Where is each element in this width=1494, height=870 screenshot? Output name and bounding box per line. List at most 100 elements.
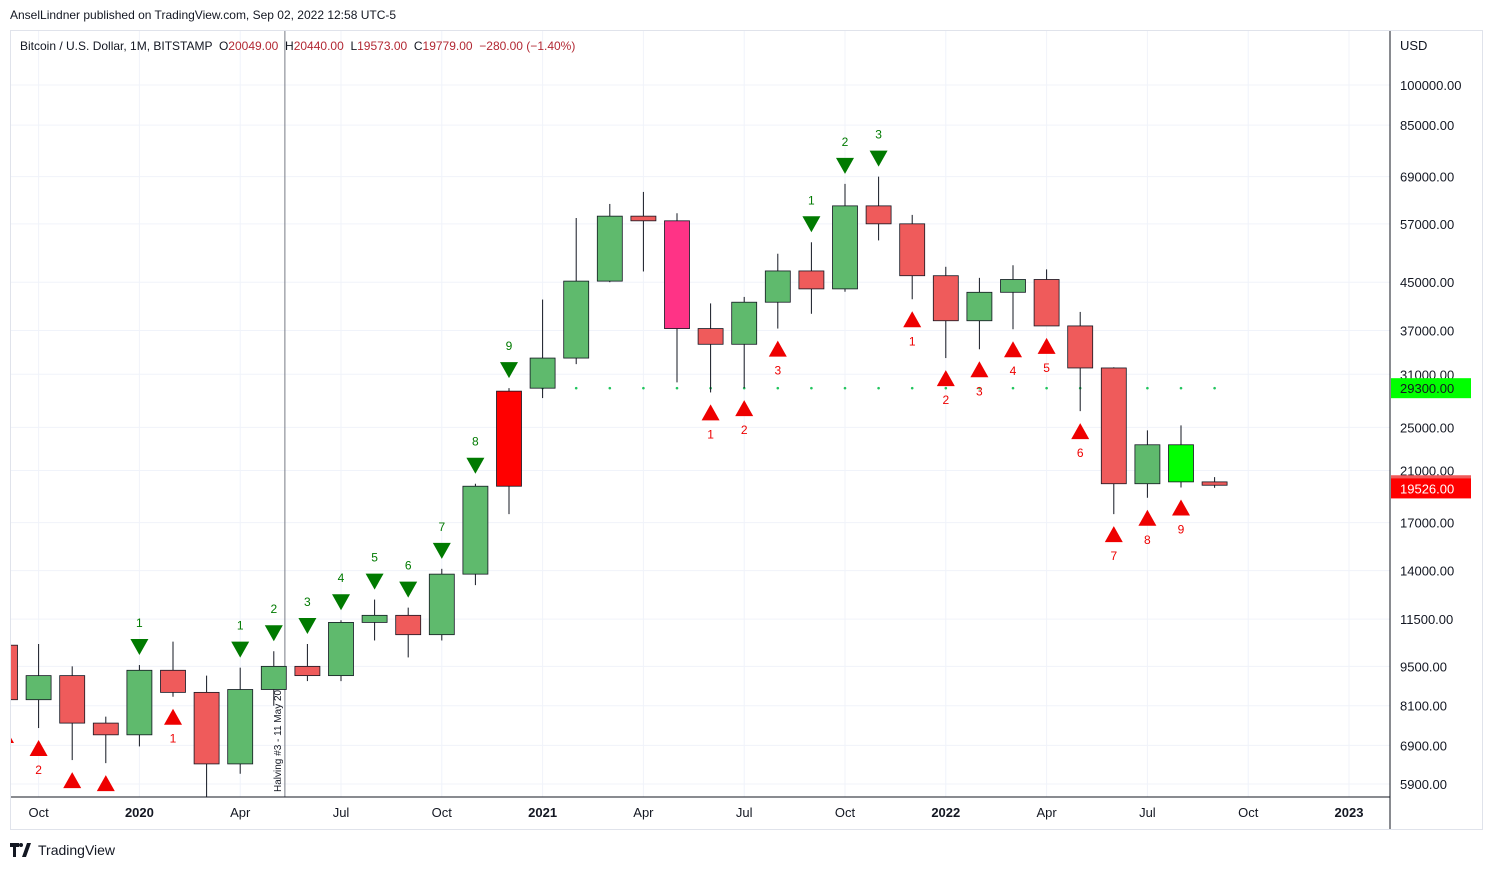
candle xyxy=(899,214,926,300)
buy-setup-count: 1 xyxy=(170,732,177,746)
y-tick-label: 45000.00 xyxy=(1400,275,1454,290)
buy-setup-marker: 3 xyxy=(768,340,787,378)
candle-body xyxy=(596,215,623,282)
resistance-dot xyxy=(1213,386,1216,390)
resistance-dot xyxy=(1011,386,1015,390)
buy-setup-marker xyxy=(63,772,82,789)
resistance-dot xyxy=(574,386,578,390)
candle-body xyxy=(11,644,18,701)
buy-setup-marker: 7 xyxy=(1104,526,1123,563)
candle xyxy=(59,666,86,761)
buy-setup-count: 2 xyxy=(35,763,42,777)
sell-triangle xyxy=(332,594,350,611)
x-tick-label: Jul xyxy=(736,805,753,820)
candle xyxy=(1000,265,1026,330)
currency-label: USD xyxy=(1400,38,1427,53)
resistance-dot xyxy=(1045,386,1048,390)
buy-setup-count: 1 xyxy=(707,427,714,441)
sell-setup-marker: 8 xyxy=(466,435,485,474)
candle xyxy=(1033,269,1060,327)
y-tick-label: 5900.00 xyxy=(1400,777,1447,792)
candle-body xyxy=(428,573,455,636)
halving-label: Halving #3 - 11 May 20 xyxy=(273,689,284,792)
buy-triangle xyxy=(936,370,955,387)
buy-setup-marker: 3 xyxy=(970,361,989,398)
buy-setup-marker xyxy=(11,737,14,744)
legend-high-label: H xyxy=(285,39,294,53)
resistance-dot xyxy=(642,386,645,390)
x-tick-label: Apr xyxy=(633,805,654,820)
sell-setup-count: 1 xyxy=(136,616,143,630)
candle xyxy=(563,218,590,365)
y-tick-label: 85000.00 xyxy=(1400,118,1454,133)
price-tag-label: 29300.00 xyxy=(1400,381,1454,396)
candle-body xyxy=(731,301,758,345)
sell-setup-marker: 6 xyxy=(399,559,418,598)
branding-text: TradingView xyxy=(38,842,116,858)
buy-setup-marker: 5 xyxy=(1037,337,1056,375)
sell-setup-marker: 2 xyxy=(264,602,283,642)
candle-body xyxy=(1168,444,1194,483)
candle xyxy=(664,213,690,383)
buy-triangle xyxy=(164,708,182,725)
sell-setup-marker: 1 xyxy=(802,193,821,233)
candle xyxy=(630,191,657,272)
y-tick-label: 14000.00 xyxy=(1400,564,1454,579)
buy-setup-count: 4 xyxy=(1010,364,1017,378)
candle-body xyxy=(92,722,119,736)
y-tick-label: 21000.00 xyxy=(1400,463,1454,478)
x-tick-label: Apr xyxy=(1036,805,1057,820)
sell-setup-count: 1 xyxy=(237,619,244,633)
buy-triangle xyxy=(1071,423,1090,440)
tradingview-branding[interactable]: TradingView xyxy=(10,842,115,858)
candle-body xyxy=(563,280,590,359)
sell-setup-count: 2 xyxy=(270,602,277,616)
candle-body xyxy=(126,669,153,736)
sell-setup-count: 7 xyxy=(438,520,445,534)
candle xyxy=(395,607,422,658)
y-tick-label: 25000.00 xyxy=(1400,420,1454,435)
y-tick-label: 9500.00 xyxy=(1400,659,1447,674)
candle xyxy=(260,651,287,706)
candle xyxy=(462,483,489,586)
buy-setup-count: 2 xyxy=(741,423,748,437)
candle-body xyxy=(25,675,52,701)
candle xyxy=(11,644,18,701)
buy-setup-marker: 2 xyxy=(735,400,754,437)
legend-change: −280.00 (−1.40%) xyxy=(479,39,576,53)
candle-body xyxy=(1000,279,1026,293)
tradingview-logo-icon xyxy=(10,843,31,857)
x-tick-label: Jul xyxy=(333,805,350,820)
buy-setup-count: 9 xyxy=(1178,522,1185,536)
buy-triangle xyxy=(701,404,720,421)
candle xyxy=(126,665,153,747)
candle-body xyxy=(193,691,220,765)
x-tick-label: Oct xyxy=(432,805,453,820)
sell-triangle xyxy=(466,457,485,474)
sell-triangle xyxy=(298,618,317,634)
price-tag-label: 19526.00 xyxy=(1400,481,1454,496)
buy-setup-marker: 6 xyxy=(1071,423,1090,460)
candle xyxy=(798,242,825,314)
candle xyxy=(294,644,321,682)
sell-setup-count: 6 xyxy=(405,559,412,573)
candle-body xyxy=(966,291,993,322)
candle-body xyxy=(899,223,926,277)
sell-setup-marker: 5 xyxy=(365,551,384,590)
x-tick-label: Oct xyxy=(835,805,856,820)
sell-setup-marker: 4 xyxy=(332,571,350,611)
resistance-dot xyxy=(877,386,880,390)
resistance-dot xyxy=(1179,386,1183,390)
sell-setup-count: 5 xyxy=(371,551,378,565)
buy-triangle xyxy=(11,737,14,744)
chart-legend: Bitcoin / U.S. Dollar, 1M, BITSTAMP O200… xyxy=(20,39,575,53)
sell-triangle xyxy=(130,639,149,656)
candle-body xyxy=(664,220,690,329)
grid-lines xyxy=(11,31,1390,797)
candle-body xyxy=(932,275,959,322)
candle xyxy=(227,667,254,774)
candle-body xyxy=(1067,325,1094,369)
buy-triangle xyxy=(96,775,115,792)
buy-setup-count: 2 xyxy=(942,393,949,407)
